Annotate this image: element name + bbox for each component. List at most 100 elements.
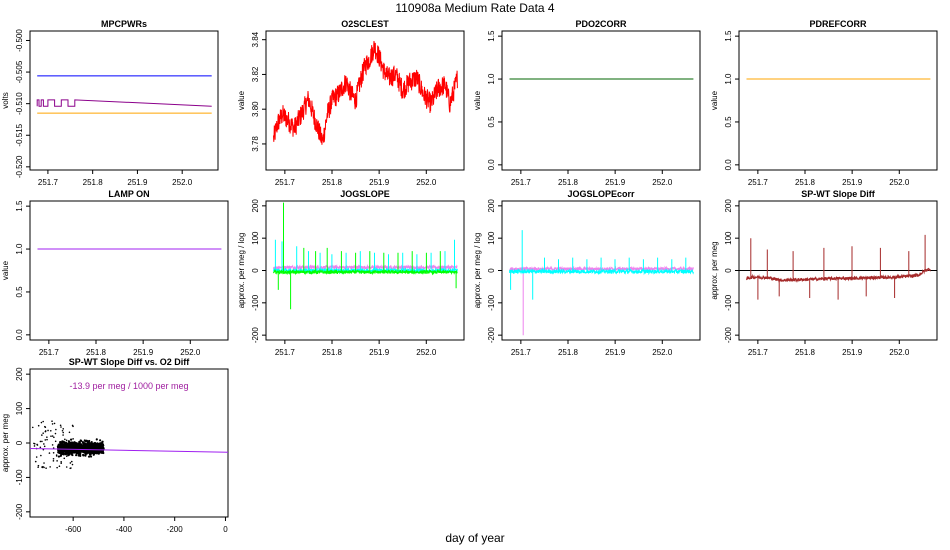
scatter-point xyxy=(69,438,73,441)
y-tick-label: -200 xyxy=(487,327,496,344)
scatter-point xyxy=(60,449,63,452)
y-tick-label: 0.5 xyxy=(724,116,733,128)
scatter-point xyxy=(54,440,57,443)
series-line-1 xyxy=(509,265,694,336)
y-tick-label: 0.0 xyxy=(724,159,733,171)
scatter-point xyxy=(65,439,68,442)
panel-mpcpwrs: MPCPWRs volts 251.7 251.8 251.9 252.0 -0.500 -0… xyxy=(1,19,219,187)
scatter-point xyxy=(82,447,85,450)
scatter-point xyxy=(52,451,55,454)
y-tick-label: 200 xyxy=(724,199,733,213)
scatter-point xyxy=(59,451,62,454)
x-tick-label: 251.9 xyxy=(605,348,626,357)
scatter-point xyxy=(56,460,58,462)
scatter-point xyxy=(65,455,68,458)
panel-pdo2corr: PDO2CORR value 251.7 251.8 251.9 252.0 0.0 0.5 1… xyxy=(473,19,701,187)
scatter-point xyxy=(62,431,65,434)
scatter-point xyxy=(31,426,34,429)
scatter-point xyxy=(49,429,52,432)
scatter-point xyxy=(55,455,58,457)
scatter-point xyxy=(57,445,60,448)
scatter-point xyxy=(64,444,68,447)
scatter-point xyxy=(50,435,52,437)
scatter-point xyxy=(94,443,97,446)
scatter-point xyxy=(47,429,49,432)
x-tick-label: 251.8 xyxy=(83,178,104,187)
scatter-point xyxy=(93,446,97,449)
y-axis-label: approx. per meg xyxy=(710,241,719,299)
plot-area xyxy=(509,230,694,336)
plot-area xyxy=(273,202,458,310)
y-tick-label: -0.505 xyxy=(15,60,24,83)
scatter-point xyxy=(96,451,100,454)
scatter-point xyxy=(95,438,98,441)
x-tick-label: 251.8 xyxy=(795,348,816,357)
x-tick-label: 251.8 xyxy=(322,348,343,357)
x-tick-label: 251.7 xyxy=(39,348,60,357)
y-tick-label: 0.5 xyxy=(487,116,496,128)
scatter-point xyxy=(97,443,100,446)
scatter-point xyxy=(86,440,89,443)
scatter-point xyxy=(69,467,72,470)
scatter-point xyxy=(49,466,51,468)
scatter-point xyxy=(34,442,36,445)
scatter-point xyxy=(83,439,86,442)
panel-title: MPCPWRs xyxy=(101,19,147,29)
scatter-point xyxy=(39,446,42,449)
scatter-point xyxy=(72,442,76,445)
fit-line xyxy=(30,448,228,453)
scatter-point xyxy=(36,443,38,446)
slope-annotation: -13.9 per meg / 1000 per meg xyxy=(69,381,188,391)
scatter-point xyxy=(77,449,81,453)
x-tick-label: 251.7 xyxy=(275,178,296,187)
scatter-point xyxy=(62,440,65,443)
scatter-point xyxy=(57,455,60,458)
scatter-point xyxy=(67,443,70,446)
y-tick-label: 100 xyxy=(487,231,496,245)
scatter-point xyxy=(86,449,90,452)
y-tick-label: -0.520 xyxy=(15,155,24,178)
y-tick-label: 1.0 xyxy=(724,73,733,85)
y-tick-label: 1.5 xyxy=(724,30,733,42)
x-tick-label: 251.7 xyxy=(748,178,769,187)
panel-pdrefcorr: PDREFCORR value 251.7 251.8 251.9 252.0 0.0 0.5… xyxy=(710,19,938,187)
y-tick-label: -0.515 xyxy=(15,123,24,146)
y-tick-label: -100 xyxy=(251,294,260,311)
x-tick-label: 251.9 xyxy=(369,348,390,357)
scatter-point xyxy=(88,450,91,453)
series-line-2 xyxy=(509,230,694,300)
scatter-point xyxy=(40,421,43,424)
plot-frame xyxy=(29,30,219,171)
scatter-point xyxy=(72,444,76,447)
scatter-point xyxy=(64,438,66,441)
scatter-point xyxy=(99,439,102,442)
scatter-point xyxy=(58,465,61,468)
scatter-point xyxy=(46,436,48,438)
scatter-point xyxy=(75,452,78,455)
scatter-point xyxy=(54,432,57,435)
y-tick-label: 0.0 xyxy=(487,159,496,171)
x-tick-label: 251.9 xyxy=(369,178,390,187)
panel-title: PDREFCORR xyxy=(809,19,867,29)
x-tick-label: 251.8 xyxy=(558,348,579,357)
scatter-point xyxy=(42,432,44,434)
y-tick-label: 3.80 xyxy=(251,101,260,117)
scatter-point xyxy=(34,460,37,463)
y-tick-label: 0.5 xyxy=(15,286,24,298)
x-tick-label: 251.7 xyxy=(38,178,59,187)
x-tick-label: 251.9 xyxy=(133,348,154,357)
scatter-point xyxy=(48,452,51,454)
scatter-point xyxy=(51,444,54,446)
plot-frame xyxy=(738,30,938,171)
x-tick-label: 251.8 xyxy=(86,348,107,357)
scatter-point xyxy=(43,443,45,445)
panel-jogslopecorr: JOGSLOPEcorr approx. per meg / log 251.7 25… xyxy=(473,189,701,357)
scatter-point xyxy=(59,424,62,427)
scatter-point xyxy=(41,434,43,436)
y-tick-label: 3.78 xyxy=(251,136,260,152)
scatter-point xyxy=(61,429,64,432)
scatter-point xyxy=(51,423,54,425)
panel-title: LAMP ON xyxy=(108,189,149,199)
scatter-point xyxy=(58,443,61,446)
plot-frame xyxy=(29,200,229,341)
